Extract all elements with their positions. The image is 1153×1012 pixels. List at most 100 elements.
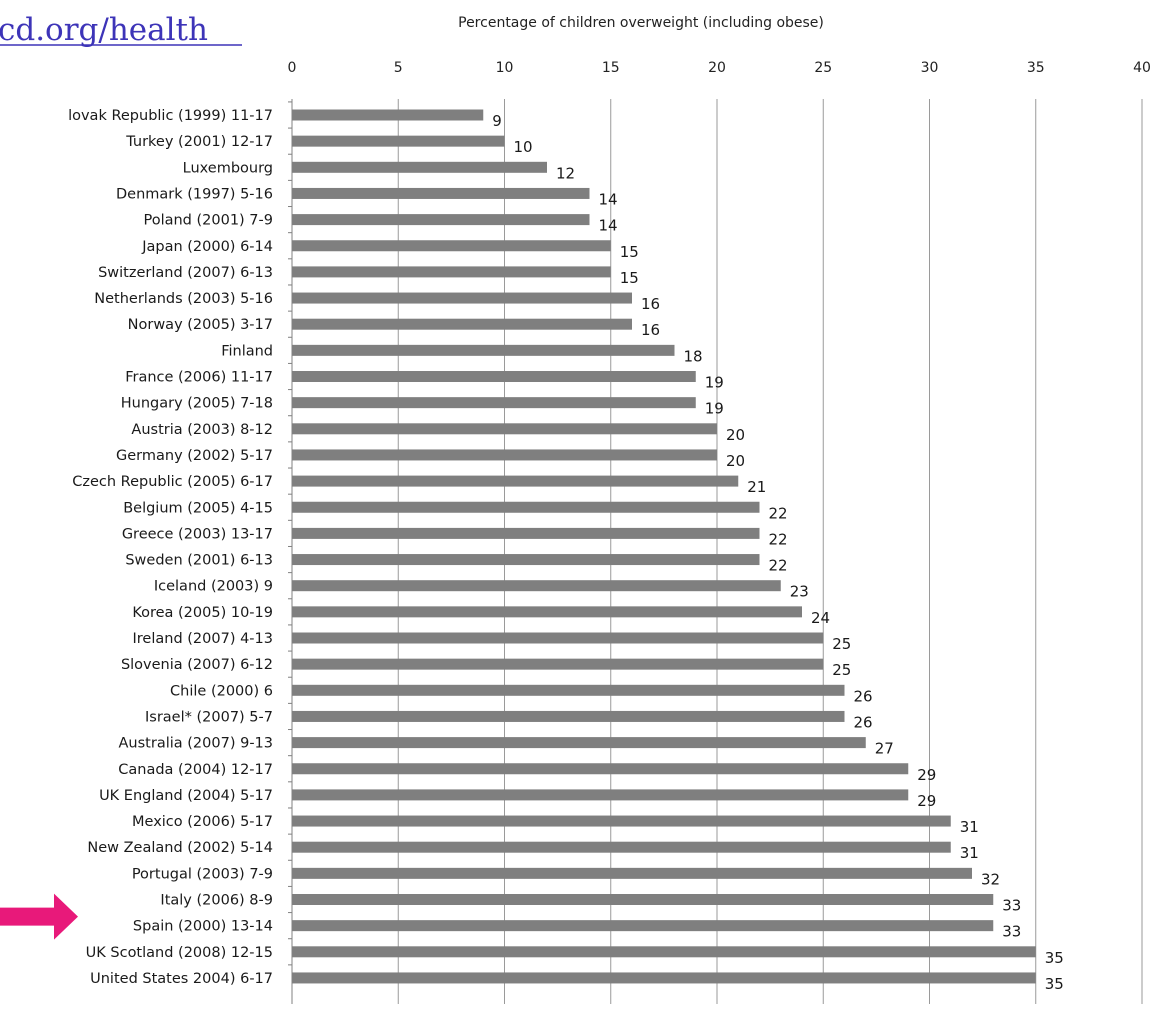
bar xyxy=(292,475,739,487)
category-label: Mexico (2006) 5-17 xyxy=(132,814,273,830)
data-label: 20 xyxy=(726,452,745,470)
bar xyxy=(292,527,760,539)
data-label: 26 xyxy=(854,687,873,705)
data-labels: 9101214141515161618191920202122222223242… xyxy=(492,112,1064,993)
category-label: Hungary (2005) 7-18 xyxy=(121,396,273,412)
data-label: 32 xyxy=(981,870,1000,888)
bar xyxy=(292,684,845,696)
category-label: Australia (2007) 9-13 xyxy=(119,736,273,752)
category-label: Portugal (2003) 7-9 xyxy=(132,866,273,882)
bar xyxy=(292,397,696,409)
bar xyxy=(292,292,632,304)
category-label: Slovenia (2007) 6-12 xyxy=(121,657,273,673)
bar xyxy=(292,972,1036,984)
category-label: Iceland (2003) 9 xyxy=(154,579,273,595)
bar xyxy=(292,710,845,722)
bars xyxy=(292,109,1036,984)
category-label: lovak Republic (1999) 11-17 xyxy=(68,108,273,124)
bar xyxy=(292,187,590,199)
category-label: Germany (2002) 5-17 xyxy=(116,448,273,464)
bar xyxy=(292,658,824,670)
data-label: 19 xyxy=(705,374,724,392)
bar xyxy=(292,371,696,382)
arrow-shape xyxy=(0,893,78,940)
category-label: Luxembourg xyxy=(183,160,273,176)
data-label: 21 xyxy=(747,478,766,496)
data-label: 29 xyxy=(917,766,936,784)
bar xyxy=(292,580,781,592)
data-label: 20 xyxy=(726,426,745,444)
category-label: Denmark (1997) 5-16 xyxy=(116,186,273,202)
data-label: 15 xyxy=(620,269,639,287)
x-axis-ticks: 0 5 10 15 20 25 30 35 40 xyxy=(288,60,1151,76)
category-label: Greece (2003) 13-17 xyxy=(122,526,273,542)
category-label: Norway (2005) 3-17 xyxy=(128,317,273,333)
category-label: Ireland (2007) 4-13 xyxy=(133,631,274,647)
category-label: Netherlands (2003) 5-16 xyxy=(94,291,273,307)
data-label: 26 xyxy=(854,713,873,731)
category-label: Canada (2004) 12-17 xyxy=(118,762,273,778)
data-label: 35 xyxy=(1045,949,1064,967)
bar xyxy=(292,423,717,435)
data-label: 25 xyxy=(832,635,851,653)
bar xyxy=(292,266,611,278)
x-tick-label: 25 xyxy=(814,60,832,76)
chart-title: Percentage of children overweight (inclu… xyxy=(458,15,824,31)
category-label: Italy (2006) 8-9 xyxy=(160,893,273,909)
bar xyxy=(292,135,505,147)
x-tick-label: 35 xyxy=(1027,60,1045,76)
category-label: United States 2004) 6-17 xyxy=(90,971,273,987)
bar xyxy=(292,632,824,644)
category-label: Belgium (2005) 4-15 xyxy=(123,500,273,516)
data-label: 35 xyxy=(1045,975,1064,993)
data-label: 33 xyxy=(1002,923,1021,941)
category-label: Japan (2000) 6-14 xyxy=(141,239,273,255)
data-label: 19 xyxy=(705,400,724,418)
category-label: Spain (2000) 13-14 xyxy=(133,919,273,935)
category-label: Poland (2001) 7-9 xyxy=(143,213,273,229)
category-label: Chile (2000) 6 xyxy=(170,683,273,699)
data-label: 25 xyxy=(832,661,851,679)
x-tick-label: 20 xyxy=(708,60,726,76)
bar xyxy=(292,554,760,566)
data-label: 22 xyxy=(769,504,788,522)
category-label: UK England (2004) 5-17 xyxy=(99,788,273,804)
category-label: Turkey (2001) 12-17 xyxy=(125,134,273,150)
category-label: Finland xyxy=(221,343,273,359)
bar xyxy=(292,501,760,513)
data-label: 24 xyxy=(811,609,830,627)
x-tick-label: 0 xyxy=(288,60,297,76)
x-tick-label: 30 xyxy=(921,60,939,76)
source-link[interactable]: cd.org/health xyxy=(0,12,208,48)
data-label: 14 xyxy=(599,217,618,235)
bar xyxy=(292,344,675,356)
bar xyxy=(292,815,951,827)
data-label: 22 xyxy=(769,557,788,575)
bar xyxy=(292,240,611,252)
bar xyxy=(292,737,866,749)
bar xyxy=(292,894,994,905)
data-label: 33 xyxy=(1002,897,1021,915)
data-label: 31 xyxy=(960,844,979,862)
x-tick-label: 40 xyxy=(1133,60,1151,76)
category-label: Austria (2003) 8-12 xyxy=(131,422,273,438)
data-label: 10 xyxy=(514,138,533,156)
data-label: 23 xyxy=(790,583,809,601)
bar xyxy=(292,449,717,461)
category-label: France (2006) 11-17 xyxy=(125,370,273,386)
bar xyxy=(292,841,951,853)
bar xyxy=(292,867,972,879)
category-label: New Zealand (2002) 5-14 xyxy=(87,840,273,856)
data-label: 15 xyxy=(620,243,639,261)
data-label: 12 xyxy=(556,164,575,182)
right-arrow-icon xyxy=(0,893,78,940)
category-labels: lovak Republic (1999) 11-17 Turkey (2001)… xyxy=(68,108,273,987)
bar xyxy=(292,606,802,618)
category-label: Israel* (2007) 5-7 xyxy=(145,709,273,725)
bar xyxy=(292,161,547,173)
data-label: 29 xyxy=(917,792,936,810)
bar xyxy=(292,763,909,775)
bar xyxy=(292,920,994,932)
x-tick-label: 5 xyxy=(394,60,403,76)
